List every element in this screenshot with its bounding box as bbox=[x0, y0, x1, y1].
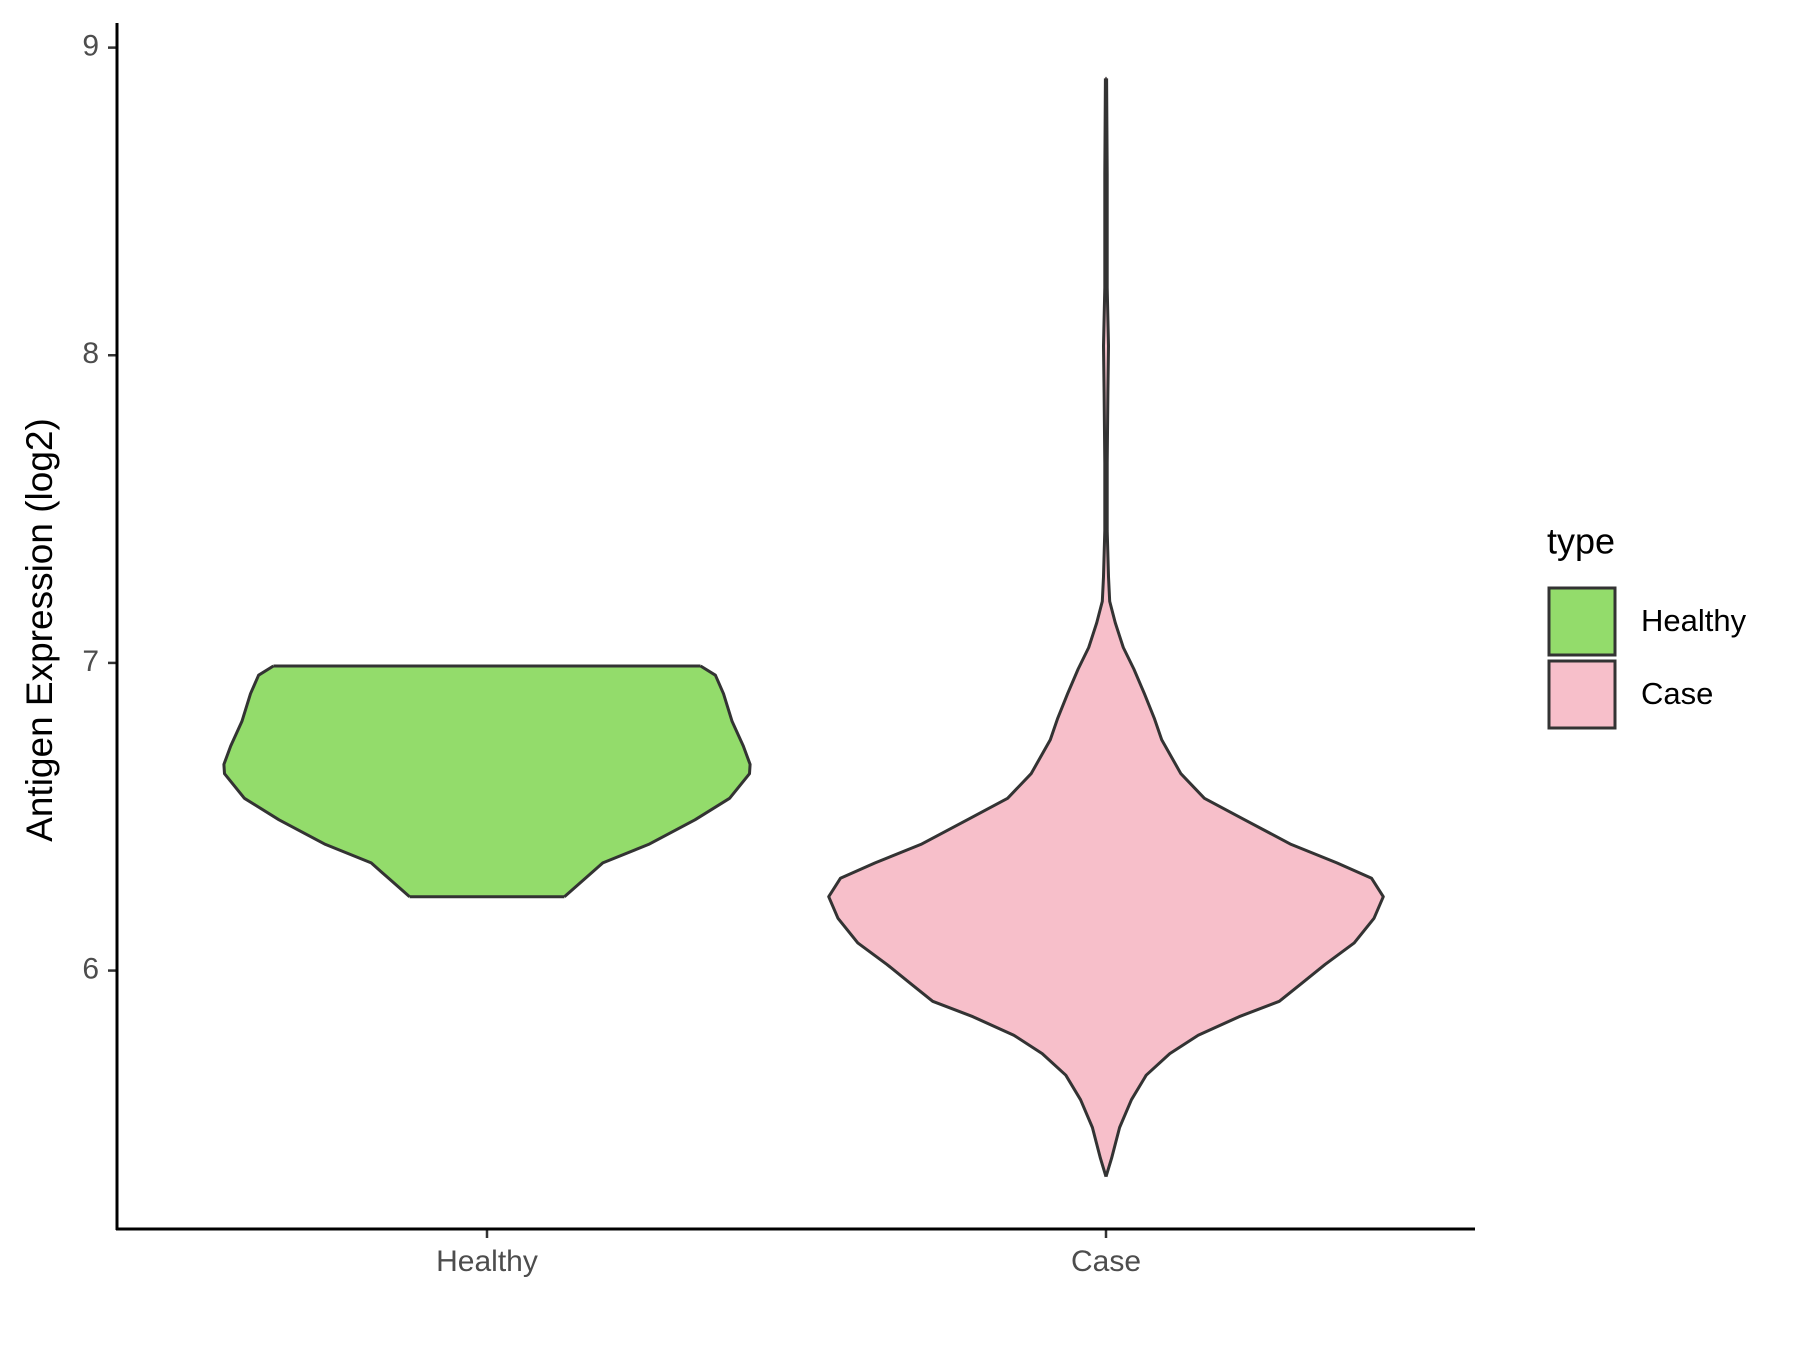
violin-outline bbox=[222, 664, 411, 898]
legend-title: type bbox=[1547, 521, 1615, 562]
x-tick-label: Case bbox=[1071, 1245, 1141, 1278]
y-tick-label: 7 bbox=[82, 645, 99, 678]
y-tick-label: 8 bbox=[82, 337, 99, 370]
x-tick-label: Healthy bbox=[436, 1245, 538, 1278]
violin-fill bbox=[828, 77, 1107, 1177]
y-axis-label: Antigen Expression (log2) bbox=[19, 418, 60, 842]
legend-key bbox=[1547, 586, 1617, 657]
violin-outline bbox=[1104, 78, 1385, 1178]
legend-key bbox=[1547, 659, 1617, 730]
y-tick-label: 9 bbox=[82, 30, 99, 63]
violin-fill bbox=[1105, 77, 1384, 1177]
violin-fill bbox=[486, 665, 751, 898]
legend-label: Case bbox=[1641, 676, 1713, 711]
violin-fill bbox=[223, 665, 488, 898]
violin-outline bbox=[563, 664, 752, 898]
legend-label: Healthy bbox=[1641, 603, 1747, 638]
violin-outline bbox=[827, 78, 1108, 1178]
y-tick-label: 6 bbox=[82, 952, 99, 985]
